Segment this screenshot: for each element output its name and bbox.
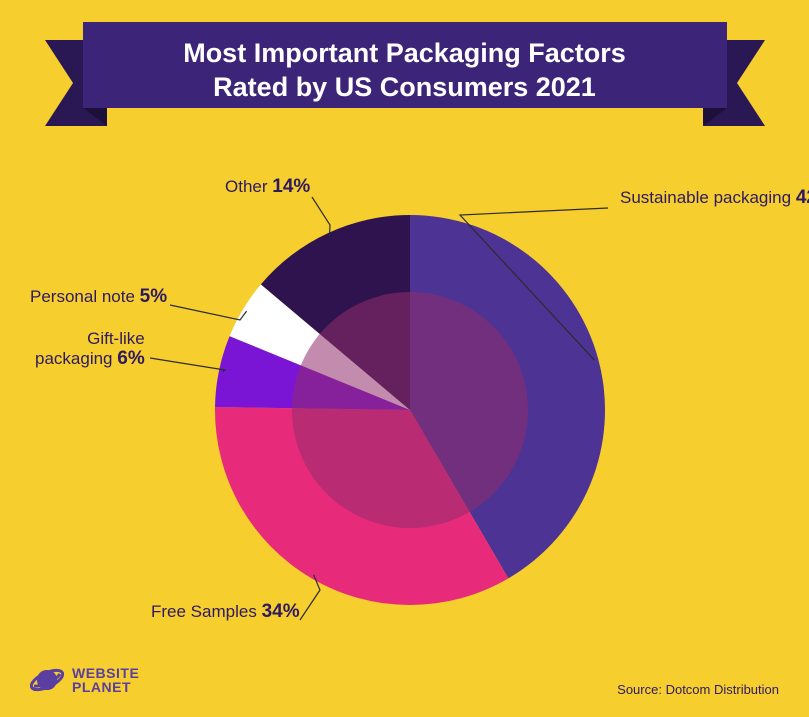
slice-label-text: Free Samples xyxy=(151,602,257,621)
slice-label: Other 14% xyxy=(225,177,310,198)
slice-label-text: Sustainable packaging xyxy=(620,188,791,207)
slice-label-value: 42% xyxy=(796,187,809,208)
slice-label-value: 5% xyxy=(140,286,167,307)
slice-label-value: 14% xyxy=(272,176,310,197)
slice-label: Sustainable packaging 42% xyxy=(620,188,809,209)
brand-logo: WEBSITE PLANET xyxy=(30,663,139,697)
logo-text-line1: WEBSITE xyxy=(72,666,139,680)
leader-line xyxy=(312,197,330,237)
source-attribution: Source: Dotcom Distribution xyxy=(617,682,779,697)
slice-label: Gift-likepackaging 6% xyxy=(35,330,145,370)
slice-label-value: 34% xyxy=(262,601,300,622)
pie-inner-overlay xyxy=(292,292,528,528)
logo-text: WEBSITE PLANET xyxy=(72,666,139,694)
slice-label-value: 6% xyxy=(117,348,144,369)
slice-label-text: Personal note xyxy=(30,287,135,306)
chart-title: Most Important Packaging FactorsRated by… xyxy=(45,22,765,123)
leader-line xyxy=(150,358,225,372)
leader-line xyxy=(300,575,320,620)
logo-text-line2: PLANET xyxy=(72,680,139,694)
slice-label: Personal note 5% xyxy=(30,287,167,308)
planet-icon xyxy=(30,663,64,697)
slice-label-text: Other xyxy=(225,177,268,196)
title-banner: Most Important Packaging FactorsRated by… xyxy=(45,22,765,123)
leader-line xyxy=(170,305,247,320)
slice-label: Free Samples 34% xyxy=(151,602,300,623)
